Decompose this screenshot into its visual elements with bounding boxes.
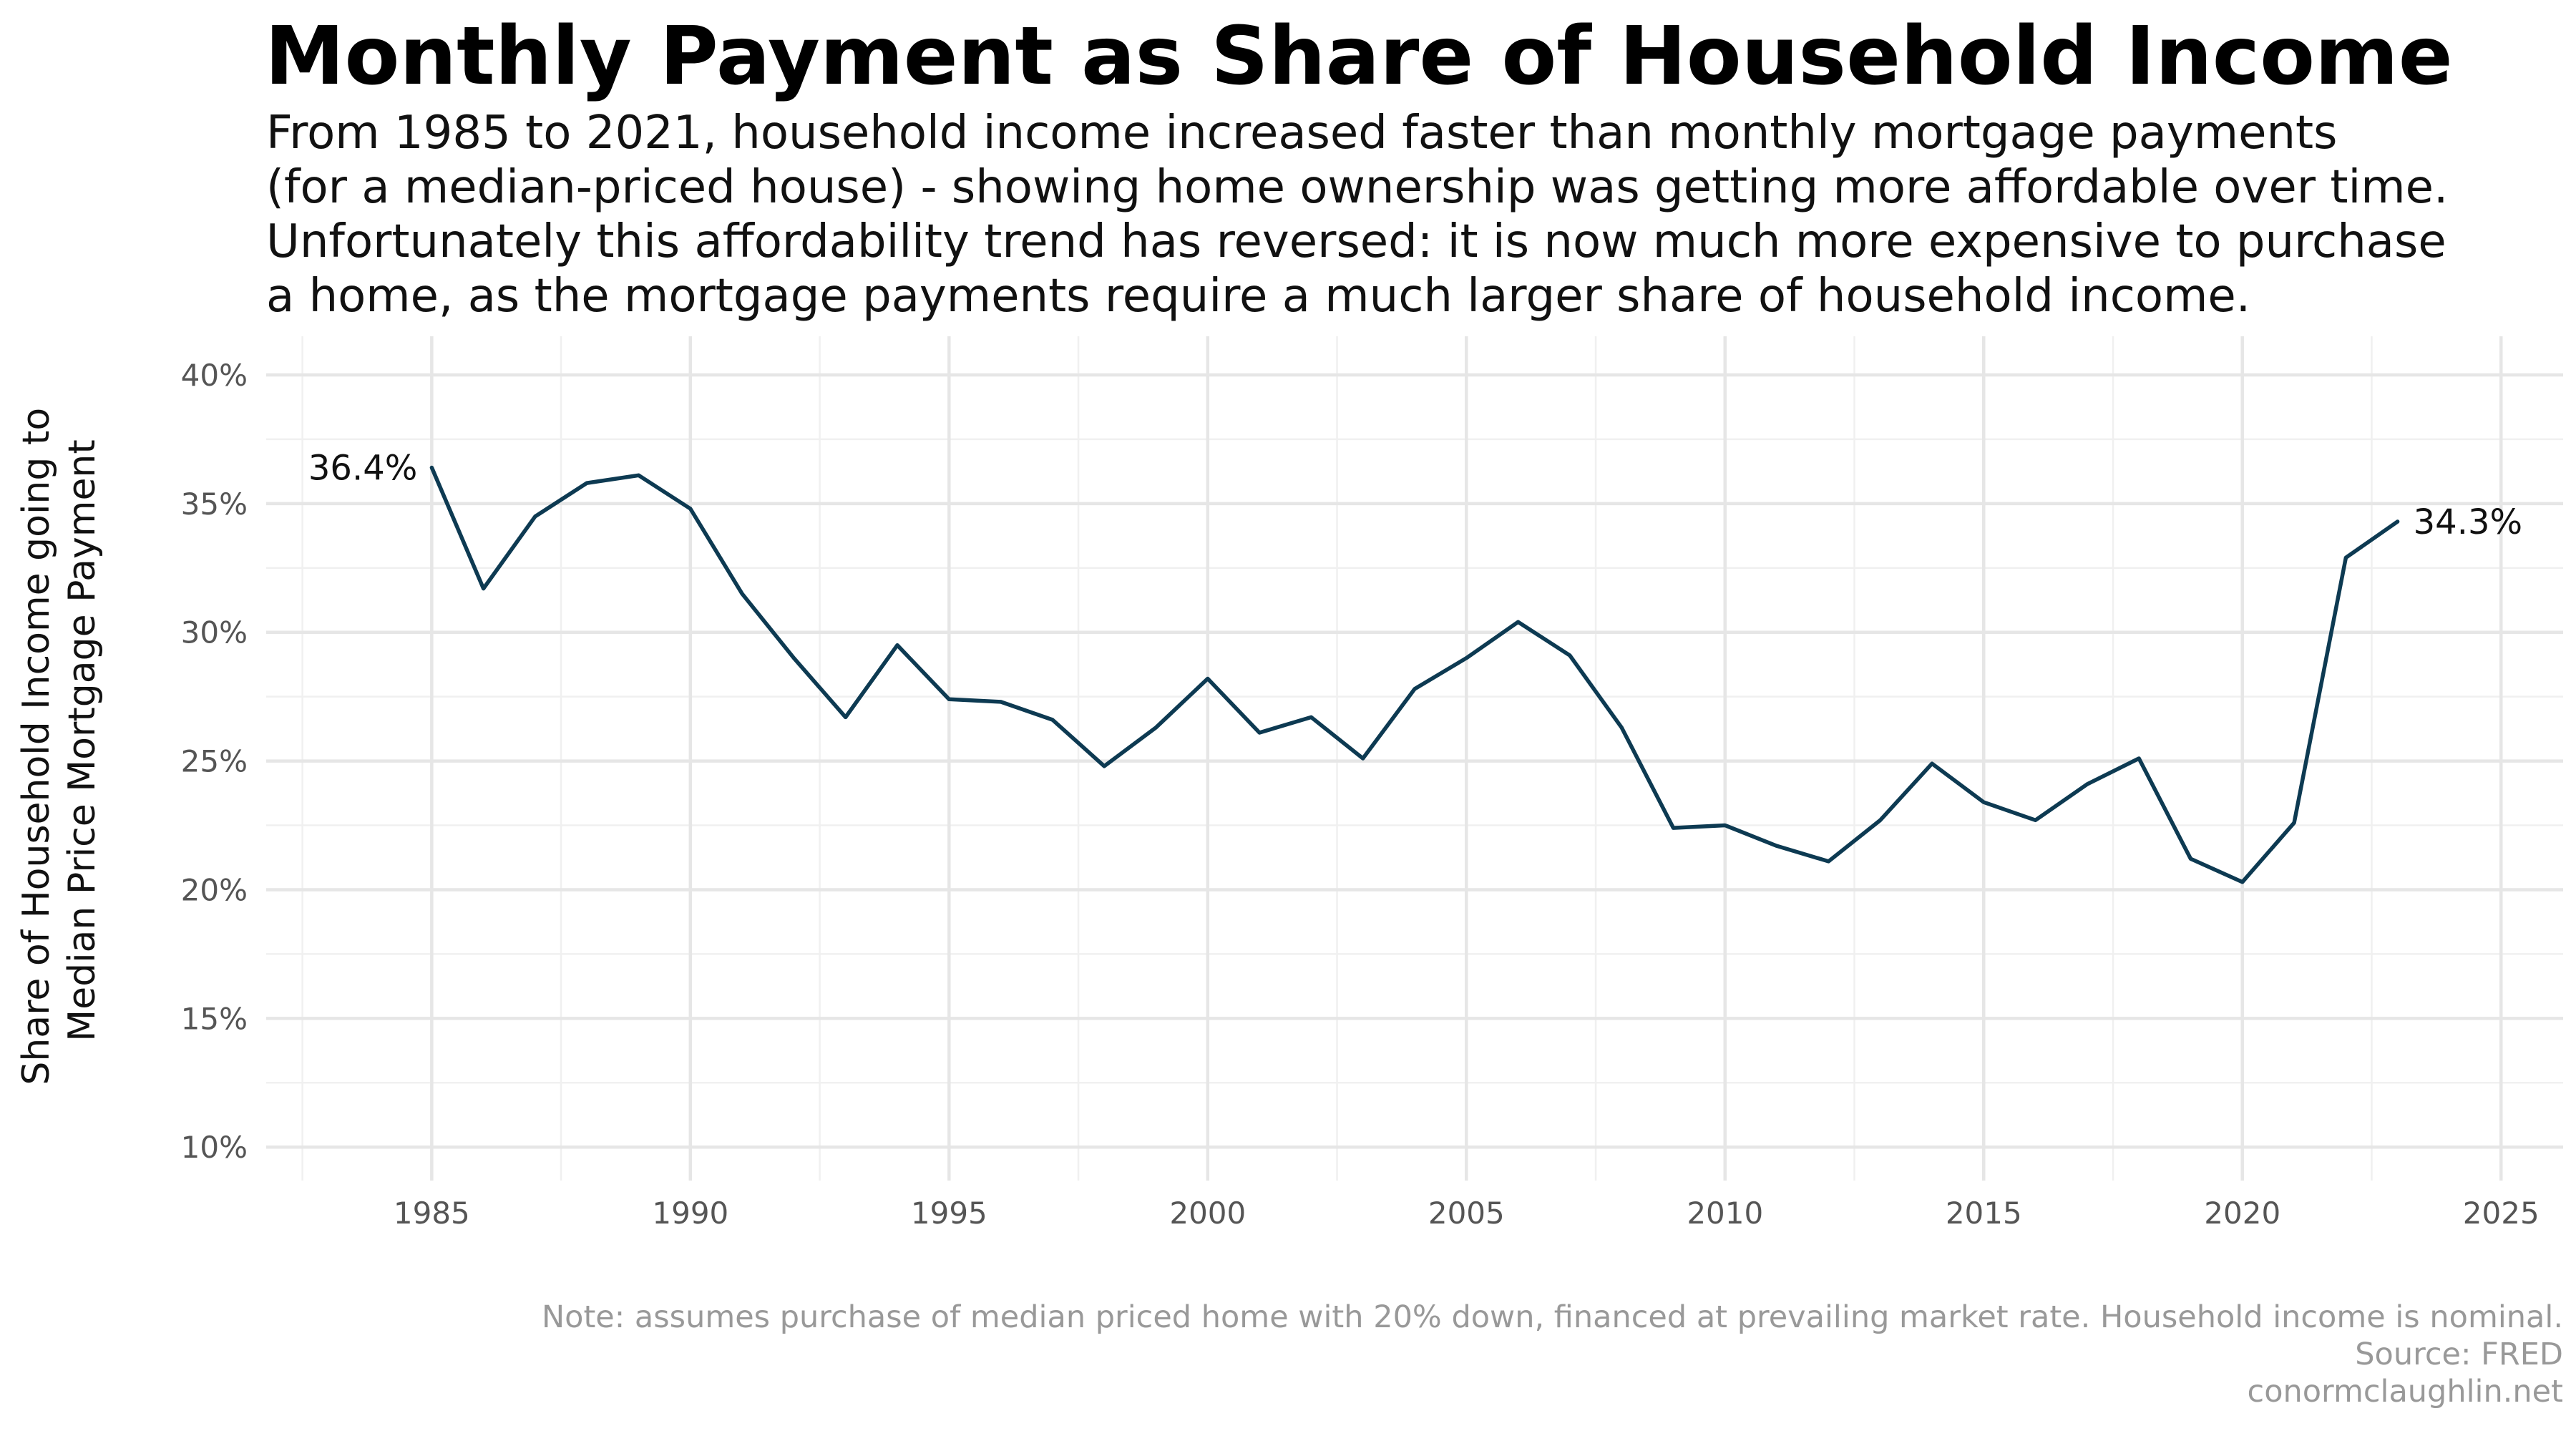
chart-subtitle: From 1985 to 2021, household income incr…	[266, 106, 2448, 323]
data-point	[2343, 555, 2348, 560]
data-point	[2033, 817, 2039, 823]
data-point	[1463, 655, 1469, 661]
data-point	[2136, 756, 2142, 761]
data-point	[2395, 519, 2401, 524]
data-point	[998, 699, 1004, 705]
y-tick-label: 20%	[181, 872, 248, 907]
data-point	[1257, 730, 1262, 736]
end-labels: 36.4% 34.3%	[308, 448, 2522, 542]
y-axis-title: Share of Household Income going to Media…	[15, 396, 104, 1085]
caption-credit: conormclaughlin.net	[2247, 1374, 2563, 1410]
data-point	[2240, 879, 2245, 885]
data-point	[481, 586, 487, 592]
data-point	[791, 655, 796, 661]
chart-caption: Note: assumes purchase of median priced …	[542, 1299, 2563, 1410]
subtitle-line: (for a median-priced house) - showing ho…	[266, 161, 2449, 214]
x-tick-label: 2000	[1169, 1196, 1246, 1231]
data-point	[894, 643, 900, 648]
data-point	[1567, 653, 1573, 658]
y-tick-label: 10%	[181, 1130, 248, 1165]
end-value-label: 34.3%	[2414, 502, 2522, 542]
y-tick-label: 25%	[181, 744, 248, 779]
data-point	[1929, 761, 1935, 766]
data-point	[1360, 756, 1366, 761]
data-point	[636, 472, 642, 478]
data-point	[739, 591, 745, 597]
y-axis-title-line: Median Price Mortgage Payment	[61, 439, 104, 1042]
x-axis-ticks: 1985 1990 1995 2000 2005 2010 2015 2020 2025	[394, 1196, 2540, 1231]
x-tick-label: 2005	[1428, 1196, 1505, 1231]
data-point	[1878, 817, 1883, 823]
data-point	[429, 464, 434, 470]
minor-gridlines	[266, 336, 2563, 1181]
data-point	[584, 480, 590, 486]
subtitle-line: From 1985 to 2021, household income incr…	[266, 107, 2338, 160]
data-point	[2187, 856, 2193, 861]
subtitle-line: Unfortunately this affordability trend h…	[266, 215, 2446, 268]
data-point	[1205, 675, 1211, 681]
data-point	[1774, 843, 1780, 849]
x-tick-label: 1995	[911, 1196, 987, 1231]
data-point	[1412, 686, 1418, 692]
x-tick-label: 2025	[2463, 1196, 2540, 1231]
y-axis-ticks: 10% 15% 20% 25% 30% 35% 40%	[181, 358, 248, 1165]
data-point	[1722, 823, 1728, 829]
data-point	[1050, 717, 1055, 723]
x-tick-label: 2015	[1946, 1196, 2022, 1231]
data-points	[429, 464, 2400, 884]
data-point	[843, 714, 849, 720]
start-value-label: 36.4%	[308, 448, 417, 488]
y-tick-label: 30%	[181, 615, 248, 650]
y-axis-title-line: Share of Household Income going to	[15, 408, 58, 1085]
data-point	[2084, 781, 2090, 787]
data-point	[532, 514, 538, 519]
data-point	[1981, 799, 1986, 805]
series-line	[429, 465, 2400, 884]
x-tick-label: 2010	[1687, 1196, 1763, 1231]
data-point	[1516, 619, 1521, 625]
x-tick-label: 2020	[2204, 1196, 2280, 1231]
data-point	[1308, 714, 1314, 720]
data-point	[946, 696, 952, 702]
data-point	[1101, 763, 1107, 769]
chart-title: Monthly Payment as Share of Household In…	[265, 10, 2453, 103]
data-point	[1670, 825, 1676, 831]
x-tick-label: 1985	[394, 1196, 470, 1231]
data-point	[688, 506, 693, 512]
y-tick-label: 40%	[181, 358, 248, 393]
caption-note: Note: assumes purchase of median priced …	[541, 1299, 2563, 1335]
data-point	[2291, 820, 2297, 826]
major-gridlines	[266, 336, 2563, 1181]
data-point	[1619, 725, 1624, 731]
data-point	[1153, 725, 1159, 731]
data-point	[1825, 859, 1831, 864]
x-tick-label: 1990	[652, 1196, 728, 1231]
y-tick-label: 35%	[181, 487, 248, 522]
subtitle-line: a home, as the mortgage payments require…	[266, 270, 2251, 323]
caption-source: Source: FRED	[2355, 1337, 2563, 1372]
y-tick-label: 15%	[181, 1001, 248, 1036]
